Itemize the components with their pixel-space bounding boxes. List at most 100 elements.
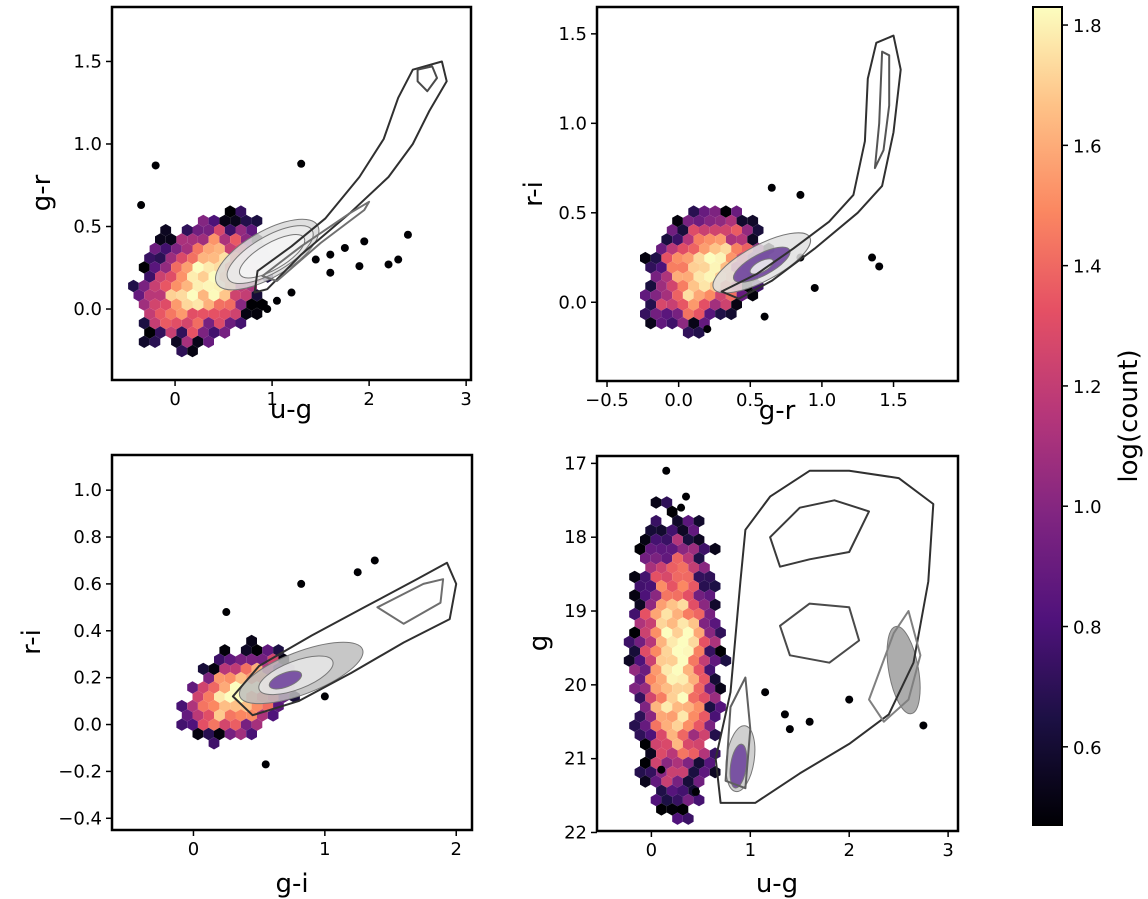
hexbin-cell: [693, 719, 705, 732]
hexbin-cell: [688, 598, 699, 611]
hexbin-cell: [656, 524, 667, 537]
hexbin-cell: [672, 793, 683, 807]
hexbin-cell: [715, 307, 726, 321]
outlier-point: [287, 288, 296, 297]
hexbin-cell: [246, 634, 257, 648]
hexbin-cell: [176, 270, 188, 283]
hexbin-cell: [645, 298, 657, 311]
hexbin-cell: [181, 242, 193, 255]
hexbin-cell: [677, 279, 689, 293]
x-tick-label: 0.5: [736, 390, 765, 411]
outlier-point: [353, 568, 362, 577]
hexbin-cell: [634, 598, 646, 611]
colorbar-tick-label: 1.0: [1073, 497, 1102, 518]
hexbin-cell: [672, 738, 683, 751]
hexbin-cell: [171, 317, 182, 330]
hexbin-cell: [155, 326, 166, 339]
hexbin-cell: [656, 242, 667, 255]
hexbin-cell: [634, 766, 646, 779]
hexbin-cell: [661, 626, 673, 639]
hexbin-cell: [650, 775, 662, 788]
density-contour-fill: [268, 670, 303, 690]
outlier-point: [767, 183, 776, 192]
hexbin-cell: [747, 233, 759, 246]
hexbin-cell: [677, 710, 689, 723]
hexbin-cell: [656, 279, 667, 293]
hexbin-cell: [688, 261, 699, 274]
hexbin-cell: [682, 607, 694, 621]
hexbin-cell: [203, 690, 214, 703]
hexbin-cell: [656, 654, 667, 667]
hexbin-cell: [629, 663, 640, 677]
outlier-point: [263, 305, 272, 314]
hexbin-cell: [693, 514, 705, 528]
hexbin-cell: [650, 719, 662, 732]
hexbin-cell: [688, 580, 699, 593]
hexbin-cell: [688, 224, 699, 237]
hexbin-cell: [682, 756, 694, 770]
hexbin-cell: [219, 307, 231, 321]
hexbin-cell: [699, 710, 710, 723]
hexbin-cell: [645, 673, 657, 686]
density-contour-line: [868, 610, 922, 723]
hexbin-cell: [672, 682, 683, 695]
hexbin-cell: [715, 700, 726, 714]
hexbin-cell: [666, 224, 678, 237]
hexbin-cell: [149, 335, 161, 348]
x-tick-label: 3: [460, 389, 471, 410]
hexbin-cell: [203, 335, 214, 348]
hexbin-cell: [640, 645, 651, 658]
hexbin-cell: [693, 775, 705, 788]
hexbin-cell: [138, 335, 150, 348]
y-tick-label: 0.5: [558, 203, 587, 224]
hexbin-cell: [661, 233, 673, 246]
hexbin-cell: [165, 233, 177, 246]
hexbin-cell: [224, 690, 236, 703]
x-tick-label: 3: [942, 840, 953, 861]
hexbin-cell: [677, 561, 689, 574]
hexbin-cell: [682, 251, 694, 265]
hexbin-cell: [704, 645, 716, 658]
density-contour-line: [261, 200, 371, 282]
hexbin-cell: [181, 317, 193, 330]
hexbin-cell: [645, 580, 657, 593]
hexbin-cell: [623, 635, 635, 649]
hexbin-cell: [214, 690, 225, 703]
hexbin-cell: [661, 756, 673, 770]
hexbin-cell: [709, 635, 721, 649]
hexbin-cell: [224, 672, 236, 685]
hexbin-cell: [704, 700, 716, 714]
hexbin-cell: [672, 289, 683, 302]
hexbin-cell: [634, 635, 646, 649]
hexbin-cell: [666, 654, 678, 667]
outlier-point: [657, 765, 666, 774]
hexbin-cell: [677, 784, 689, 797]
hexbin-cell: [715, 233, 726, 246]
hexbin-cell: [240, 718, 252, 731]
hexbin-cell: [219, 214, 231, 228]
hexbin-cell: [171, 242, 182, 255]
hexbin-cell: [214, 709, 225, 722]
hexbin-cell: [176, 718, 188, 731]
hexbin-cell: [709, 691, 721, 704]
hexbin-cell: [650, 756, 662, 770]
hexbin-cell: [214, 653, 225, 666]
hexbin-cell: [634, 710, 646, 723]
hexbin-cell: [688, 728, 699, 742]
hexbin-cell: [650, 514, 662, 528]
hexbin-cell: [640, 775, 651, 788]
hexbin-cell: [693, 251, 705, 265]
y-tick-label: 1.0: [73, 480, 102, 501]
x-axis-label: u-g: [756, 869, 798, 899]
hexbin-cell: [693, 607, 705, 621]
hexbin-cell: [677, 654, 689, 667]
hexbin-cell: [634, 691, 646, 704]
y-tick-label: 22: [564, 822, 587, 843]
hexbin-cell: [230, 662, 241, 676]
outlier-point: [677, 503, 686, 512]
outlier-point: [320, 692, 329, 701]
hexbin-cell: [192, 690, 204, 703]
density-contour-line: [714, 469, 935, 804]
panel-ug-gr: 0 1 2 3 0.0 0.5 1.0 1.5 u-g g-r: [27, 5, 473, 425]
hexbin-cell: [155, 270, 166, 283]
